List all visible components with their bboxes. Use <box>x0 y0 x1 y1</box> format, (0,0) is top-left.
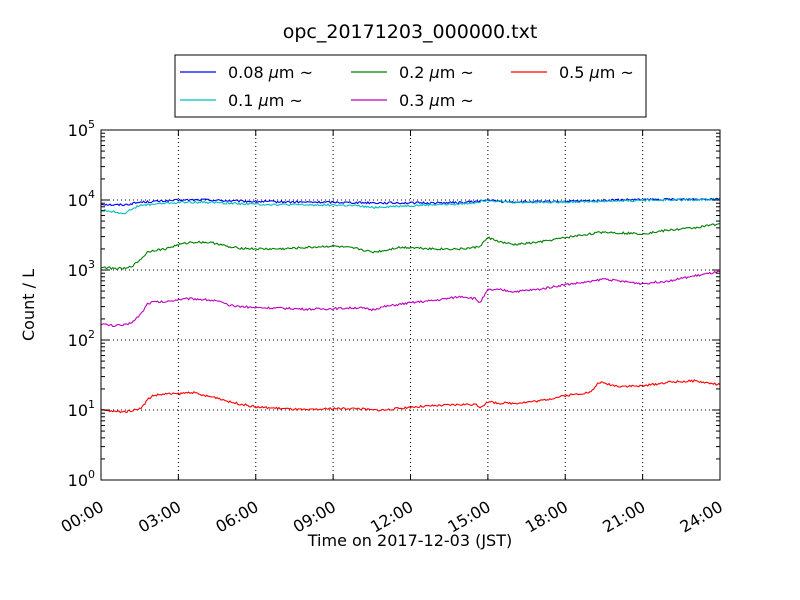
y-axis-label: Count / L <box>19 269 38 341</box>
series-line-0.3 <box>100 270 721 327</box>
y-tick-label: 100 <box>68 468 95 490</box>
series-line-0.1 <box>100 197 721 215</box>
chart-title: opc_20171203_000000.txt <box>283 21 538 43</box>
legend-label: 0.08 μm ~ <box>228 63 313 82</box>
y-tick-label: 102 <box>68 328 95 350</box>
y-tick-label: 105 <box>68 118 95 140</box>
y-tick-label: 101 <box>68 398 95 420</box>
legend: 0.08 μm ~ 0.1 μm ~ 0.2 μm ~ 0.3 μm ~ 0.5 μm … <box>174 54 647 118</box>
series-line-0.5 <box>100 379 721 414</box>
x-tick-label: 24:00 <box>677 497 726 537</box>
series-line-0.08 <box>100 197 721 207</box>
x-tick-label: 03:00 <box>135 497 184 537</box>
legend-label: 0.5 μm ~ <box>559 63 634 82</box>
legend-label: 0.1 μm ~ <box>228 91 303 110</box>
legend-label: 0.3 μm ~ <box>399 91 474 110</box>
series-lines <box>100 197 721 414</box>
x-tick-label: 06:00 <box>212 497 261 537</box>
y-tick-label: 103 <box>68 258 95 280</box>
legend-label: 0.2 μm ~ <box>399 63 474 82</box>
x-tick-label: 21:00 <box>599 497 648 537</box>
y-tick-label: 104 <box>68 188 95 210</box>
x-tick-label: 00:00 <box>58 497 107 537</box>
grid-lines <box>101 130 720 480</box>
axis-ticks <box>100 129 721 481</box>
x-axis-label: Time on 2017-12-03 (JST) <box>307 531 512 550</box>
y-tick-labels: 100 101 102 103 104 105 <box>68 118 95 490</box>
x-tick-label: 18:00 <box>522 497 571 537</box>
series-line-0.2 <box>100 223 721 271</box>
legend-box <box>174 54 647 118</box>
